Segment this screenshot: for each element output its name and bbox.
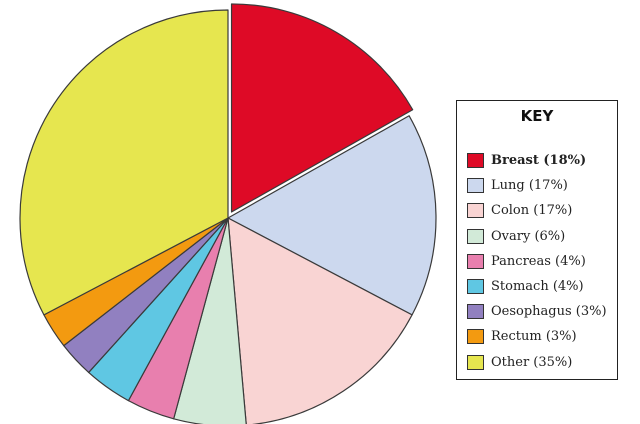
legend-item-ovary: Ovary (6%)	[467, 224, 607, 249]
legend-label: Rectum (3%)	[491, 329, 577, 345]
legend-label: Breast (18%)	[491, 153, 587, 169]
legend-swatch	[467, 279, 484, 295]
legend-list: Breast (18%) Lung (17%) Colon (17%) Ovary (…	[467, 148, 607, 375]
legend-item-rectum: Rectum (3%)	[467, 324, 607, 349]
legend-swatch	[467, 178, 484, 194]
legend-label: Other (35%)	[491, 354, 573, 370]
legend: KEY Breast (18%) Lung (17%) Colon (17%) Ova…	[456, 100, 618, 380]
legend-label: Stomach (4%)	[491, 279, 584, 295]
pie-slice-colon	[227, 217, 413, 424]
pie-slice-lung	[227, 115, 437, 316]
pie-slice-breast	[230, 3, 414, 213]
legend-item-pancreas: Pancreas (4%)	[467, 249, 607, 274]
legend-swatch	[467, 329, 484, 345]
legend-swatch	[467, 228, 484, 244]
legend-label: Ovary (6%)	[491, 228, 566, 244]
legend-label: Lung (17%)	[491, 178, 568, 194]
legend-swatch	[467, 203, 484, 219]
legend-label: Pancreas (4%)	[491, 253, 586, 269]
legend-swatch	[467, 304, 484, 320]
legend-item-lung: Lung (17%)	[467, 173, 607, 198]
legend-item-colon: Colon (17%)	[467, 198, 607, 223]
legend-item-stomach: Stomach (4%)	[467, 274, 607, 299]
legend-swatch	[467, 354, 484, 370]
legend-label: Colon (17%)	[491, 203, 573, 219]
legend-swatch	[467, 253, 484, 269]
legend-item-other: Other (35%)	[467, 350, 607, 375]
legend-swatch	[467, 153, 484, 169]
legend-item-breast: Breast (18%)	[467, 148, 607, 173]
legend-title: KEY	[520, 107, 554, 125]
legend-item-oesophagus: Oesophagus (3%)	[467, 299, 607, 324]
legend-label: Oesophagus (3%)	[491, 304, 607, 320]
pie-slice-other	[19, 9, 229, 316]
